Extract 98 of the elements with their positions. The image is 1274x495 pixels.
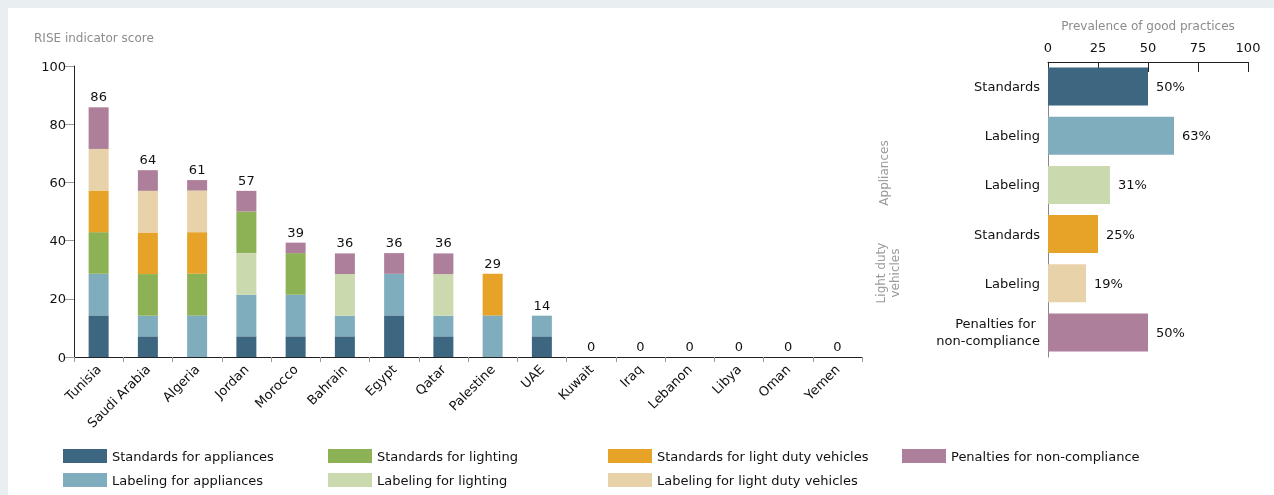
x-tick-label: 75	[1189, 40, 1207, 55]
data-label: 50%	[1156, 324, 1185, 340]
bar	[433, 315, 454, 337]
bar	[1048, 264, 1086, 303]
x-axis-title: Prevalence of good practices	[1061, 19, 1235, 33]
bar	[236, 211, 257, 254]
bar	[1048, 215, 1098, 254]
bar	[285, 336, 306, 357]
y-tick-label: Standards	[974, 226, 1041, 242]
bar	[1048, 165, 1110, 204]
bar	[187, 180, 208, 191]
total-label: 57	[238, 172, 255, 188]
y-tick-label: Standards	[974, 79, 1041, 95]
y-tick-label: 20	[49, 291, 66, 307]
legend-label: Standards for appliances	[112, 448, 275, 464]
bar	[384, 253, 405, 274]
bar	[187, 190, 208, 233]
bar	[88, 107, 109, 149]
text: Light duty vehicles	[874, 242, 902, 304]
y-tick-label: 40	[49, 233, 66, 249]
total-label: 36	[385, 235, 403, 251]
bar	[137, 232, 158, 275]
y-tick-label: 0	[57, 349, 66, 365]
bar	[137, 190, 158, 233]
total-label: 29	[484, 255, 501, 271]
total-label: 61	[188, 162, 206, 178]
text: Appliances	[877, 140, 891, 206]
bar	[285, 253, 306, 295]
bar	[137, 315, 158, 337]
bar	[137, 336, 158, 357]
bar	[334, 336, 355, 357]
y-axis-title: RISE indicator score	[34, 31, 154, 45]
bar	[187, 273, 208, 316]
y-tick-label: 100	[41, 58, 66, 74]
bar	[482, 315, 503, 357]
bar	[285, 242, 306, 254]
x-tick-label: Iraq	[617, 361, 646, 391]
y-tick-label: 60	[49, 174, 66, 190]
bar	[384, 273, 405, 316]
total-label: 36	[435, 235, 452, 251]
data-label: 63%	[1182, 128, 1211, 144]
total-label: 14	[533, 297, 551, 313]
bar	[1048, 67, 1148, 106]
y-tick-label: Labeling	[984, 275, 1040, 291]
bar	[334, 253, 355, 275]
y-tick-label: Labeling	[984, 177, 1040, 193]
x-tick-label: 100	[1235, 40, 1261, 55]
x-tick-label: 50	[1139, 40, 1157, 55]
total-label: 0	[586, 339, 596, 354]
bar	[531, 336, 552, 357]
data-label: 25%	[1106, 226, 1135, 242]
bar	[88, 273, 109, 316]
legend-label: Labeling for light duty vehicles	[657, 472, 858, 488]
bar	[433, 253, 454, 275]
bar	[236, 294, 257, 337]
total-label: 86	[90, 89, 107, 105]
bar	[531, 315, 552, 337]
bar	[433, 336, 454, 357]
total-label: 0	[734, 339, 744, 354]
x-tick-label: 25	[1089, 40, 1107, 55]
bar	[88, 315, 109, 357]
bar	[88, 190, 109, 233]
bar	[1048, 116, 1174, 155]
y-tick-label: Labeling	[984, 128, 1040, 144]
total-label: 0	[636, 339, 645, 354]
bar	[187, 232, 208, 274]
legend-label: Labeling for lighting	[377, 472, 508, 488]
bar	[1048, 313, 1148, 352]
bar	[88, 232, 109, 274]
bar	[236, 253, 257, 295]
bar	[88, 148, 109, 191]
bar	[187, 315, 208, 357]
bar	[137, 274, 158, 316]
bar	[482, 273, 503, 316]
legend-label: Standards for lighting	[377, 448, 518, 464]
bar	[384, 315, 405, 357]
legend-label: Penalties for non-compliance	[951, 448, 1140, 464]
y-tick-label: 80	[49, 116, 66, 132]
total-label: 36	[336, 235, 354, 251]
bar	[285, 294, 306, 337]
legend-label: Standards for light duty vehicles	[657, 448, 869, 464]
legend-label: Labeling for appliances	[112, 472, 264, 488]
bar	[137, 170, 158, 191]
bar	[334, 274, 355, 316]
total-label: 0	[833, 339, 842, 354]
bar	[433, 274, 454, 316]
total-label: 0	[685, 339, 694, 354]
bar	[236, 336, 257, 357]
x-tick-label: 0	[1043, 40, 1053, 55]
y-tick-label: Penalties for non-compliance	[936, 316, 1040, 349]
total-label: 0	[783, 339, 793, 354]
data-label: 50%	[1156, 79, 1185, 95]
data-label: 31%	[1118, 177, 1147, 193]
data-label: 19%	[1094, 275, 1123, 291]
total-label: 39	[287, 224, 304, 240]
bar	[236, 190, 257, 212]
total-label: 64	[139, 152, 157, 168]
bar	[334, 315, 355, 337]
